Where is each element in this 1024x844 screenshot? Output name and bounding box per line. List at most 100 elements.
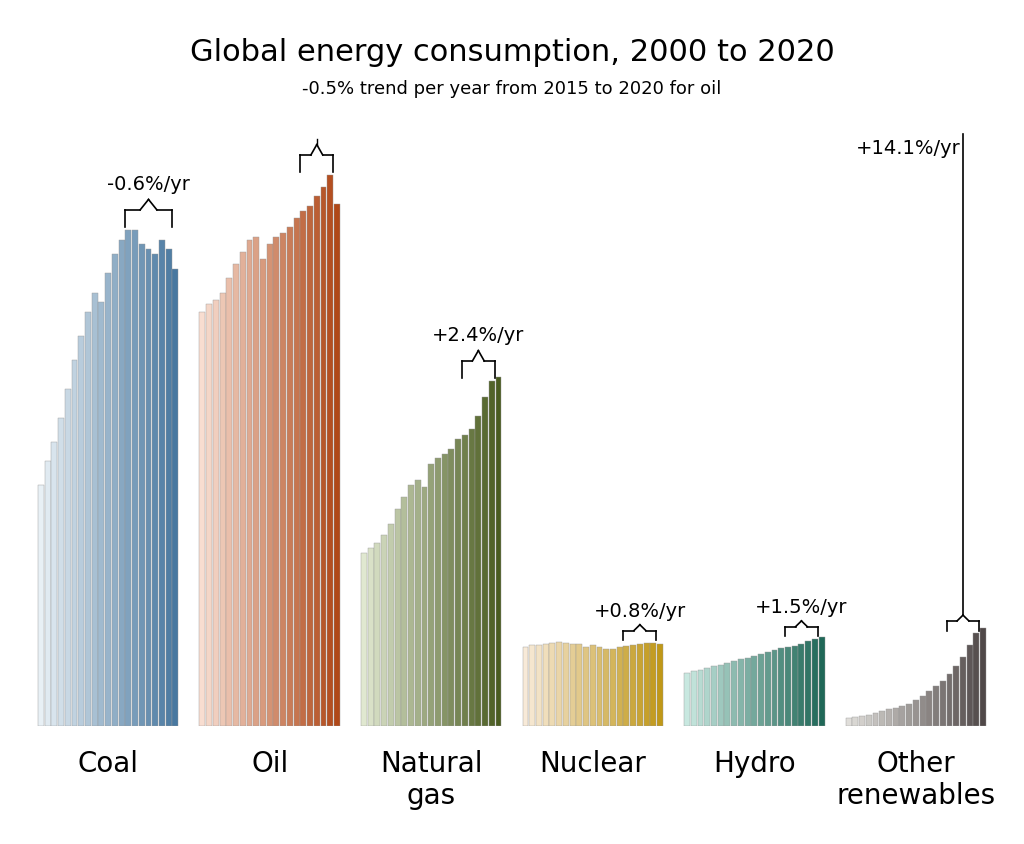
- Bar: [657, 644, 664, 726]
- Bar: [818, 637, 824, 726]
- Bar: [785, 647, 791, 726]
- Bar: [691, 671, 696, 726]
- Bar: [105, 273, 111, 726]
- Text: Nuclear: Nuclear: [540, 750, 646, 778]
- Bar: [72, 360, 78, 726]
- Bar: [456, 439, 461, 726]
- Bar: [153, 254, 159, 726]
- Bar: [132, 230, 138, 726]
- Bar: [886, 710, 892, 726]
- Bar: [273, 237, 280, 726]
- Bar: [200, 312, 206, 726]
- Bar: [865, 715, 871, 726]
- Bar: [172, 268, 178, 726]
- Bar: [812, 639, 818, 726]
- Bar: [752, 656, 758, 726]
- Bar: [422, 487, 427, 726]
- Bar: [644, 643, 649, 726]
- Bar: [859, 717, 865, 726]
- Bar: [684, 673, 690, 726]
- Bar: [98, 302, 104, 726]
- Bar: [711, 666, 717, 726]
- Text: -0.6%/yr: -0.6%/yr: [108, 175, 190, 193]
- Bar: [496, 377, 502, 726]
- Bar: [550, 643, 555, 726]
- Bar: [967, 645, 973, 726]
- Bar: [946, 674, 952, 726]
- Bar: [630, 645, 636, 726]
- Bar: [980, 628, 986, 726]
- Bar: [974, 633, 979, 726]
- Bar: [85, 312, 91, 726]
- Text: Coal: Coal: [78, 750, 138, 778]
- Bar: [556, 642, 562, 726]
- Bar: [637, 644, 643, 726]
- Bar: [394, 509, 400, 726]
- Bar: [758, 653, 764, 726]
- Bar: [893, 707, 899, 726]
- Bar: [240, 252, 246, 726]
- Bar: [266, 245, 272, 726]
- Bar: [610, 649, 615, 726]
- Text: Hydro: Hydro: [713, 750, 796, 778]
- Text: -0.5% trend per year from 2015 to 2020 for oil: -0.5% trend per year from 2015 to 2020 f…: [302, 80, 722, 98]
- Bar: [321, 187, 327, 726]
- Bar: [213, 300, 219, 726]
- Bar: [328, 176, 333, 726]
- Bar: [428, 464, 434, 726]
- Bar: [569, 644, 575, 726]
- Bar: [469, 430, 474, 726]
- Bar: [744, 658, 751, 726]
- Bar: [933, 686, 939, 726]
- Bar: [650, 643, 656, 726]
- Bar: [590, 645, 596, 726]
- Bar: [529, 645, 536, 726]
- Bar: [872, 713, 879, 726]
- Bar: [852, 717, 858, 726]
- Bar: [388, 523, 394, 726]
- Bar: [78, 336, 84, 726]
- Bar: [718, 665, 724, 726]
- Bar: [51, 442, 57, 726]
- Bar: [792, 646, 798, 726]
- Bar: [287, 227, 293, 726]
- Bar: [125, 230, 131, 726]
- Bar: [482, 397, 488, 726]
- Bar: [543, 644, 549, 726]
- Bar: [307, 206, 313, 726]
- Bar: [624, 646, 630, 726]
- Bar: [731, 662, 737, 726]
- Bar: [166, 249, 172, 726]
- Bar: [913, 700, 919, 726]
- Bar: [799, 644, 805, 726]
- Bar: [65, 389, 71, 726]
- Bar: [927, 691, 932, 726]
- Bar: [603, 649, 609, 726]
- Bar: [294, 218, 300, 726]
- Bar: [247, 240, 253, 726]
- Bar: [281, 233, 286, 726]
- Bar: [475, 416, 481, 726]
- Bar: [899, 706, 905, 726]
- Bar: [697, 670, 703, 726]
- Bar: [441, 454, 447, 726]
- Bar: [260, 259, 266, 726]
- Bar: [119, 240, 125, 726]
- Bar: [577, 644, 583, 726]
- Bar: [360, 553, 367, 726]
- Text: +14.1%/yr: +14.1%/yr: [856, 138, 961, 158]
- Bar: [253, 237, 259, 726]
- Bar: [159, 240, 165, 726]
- Bar: [920, 696, 926, 726]
- Bar: [206, 304, 212, 726]
- Bar: [38, 485, 44, 726]
- Bar: [226, 279, 232, 726]
- Bar: [522, 647, 528, 726]
- Bar: [233, 263, 239, 726]
- Bar: [58, 418, 63, 726]
- Bar: [375, 543, 380, 726]
- Text: +0.8%/yr: +0.8%/yr: [594, 602, 686, 621]
- Bar: [45, 461, 50, 726]
- Bar: [145, 249, 152, 726]
- Bar: [92, 293, 97, 726]
